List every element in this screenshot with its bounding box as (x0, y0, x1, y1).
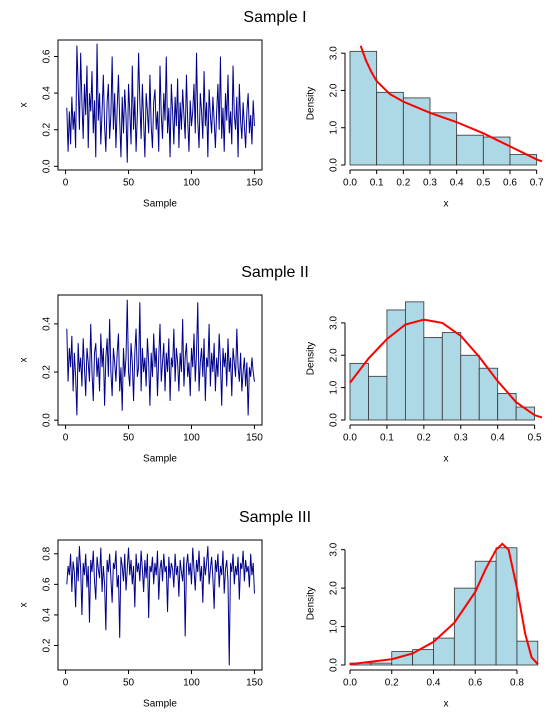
y-tick-label: 0.6 (42, 577, 53, 591)
y-tick-label: 2.0 (329, 348, 340, 362)
x-tick-label: 0.2 (396, 178, 410, 189)
x-tick-label: 0.7 (530, 178, 544, 189)
series-line (66, 43, 255, 163)
x-tick-label: 0.1 (370, 178, 384, 189)
x-tick-label: 100 (183, 178, 200, 189)
y-tick-label: 0.2 (42, 122, 53, 136)
y-tick-label: 0.0 (329, 658, 340, 672)
y-tick-label: 0.0 (329, 158, 340, 172)
x-tick-label: 0.3 (423, 178, 437, 189)
density-curve (359, 45, 543, 163)
x-tick-label: 100 (183, 433, 200, 444)
y-tick-label: 0.0 (42, 413, 53, 427)
bar (402, 97, 431, 166)
x-tick-label: 0.5 (528, 433, 542, 444)
plot-box (57, 39, 263, 171)
y-tick-label: 0.8 (42, 546, 53, 560)
chart-title: Sample I (243, 9, 306, 26)
x-tick-label: 150 (246, 433, 263, 444)
y-tick-label: 0.4 (42, 608, 53, 622)
y-tick-label: 1.0 (329, 619, 340, 633)
x-tick-label: 0 (63, 433, 69, 444)
y-tick-label: 3.0 (329, 46, 340, 60)
y-axis-label: Density (306, 587, 317, 620)
plot-box (57, 539, 263, 671)
chart-title: Sample II (241, 264, 309, 281)
x-axis-label: Sample (143, 699, 177, 710)
series-line (66, 299, 255, 416)
density-curve (349, 318, 543, 419)
x-tick-label: 0.6 (503, 178, 517, 189)
bar (495, 547, 518, 666)
x-tick-label: 0.0 (343, 678, 357, 689)
x-tick-label: 0.0 (343, 178, 357, 189)
y-tick-label: 0.0 (42, 159, 53, 173)
density-curve (349, 542, 539, 666)
bar (376, 91, 404, 166)
bar (349, 50, 378, 166)
bar (433, 637, 455, 666)
y-axis-label: x (19, 603, 30, 608)
x-tick-label: 0.0 (343, 433, 357, 444)
y-tick-label: 3.0 (329, 316, 340, 330)
x-tick-label: 0.6 (468, 678, 482, 689)
x-tick-label: 0.4 (491, 433, 505, 444)
bar (423, 337, 443, 421)
x-tick-label: 0.2 (385, 678, 399, 689)
x-tick-label: 50 (123, 678, 135, 689)
series-line (66, 546, 255, 666)
y-tick-label: 0.0 (329, 413, 340, 427)
y-tick-label: 2.0 (329, 581, 340, 595)
chart-title: Sample III (239, 509, 311, 526)
y-tick-label: 2.0 (329, 83, 340, 97)
y-tick-label: 0.2 (42, 638, 53, 652)
x-tick-label: 0 (63, 678, 69, 689)
bar (515, 406, 536, 421)
y-tick-label: 1.0 (329, 380, 340, 394)
x-axis-label: Sample (143, 199, 177, 210)
x-tick-label: 150 (246, 678, 263, 689)
bar (497, 393, 517, 421)
bar (460, 354, 480, 421)
x-tick-label: 0.5 (476, 178, 490, 189)
x-axis-label: Sample (143, 454, 177, 465)
x-axis-label: x (444, 454, 449, 465)
y-tick-label: 0.4 (42, 317, 53, 331)
bar (482, 136, 511, 166)
bar (474, 560, 497, 666)
y-axis-label: x (19, 103, 30, 108)
x-axis-label: x (444, 199, 449, 210)
bar (441, 332, 462, 421)
x-tick-label: 50 (123, 433, 135, 444)
y-tick-label: 0.6 (42, 49, 53, 63)
x-tick-label: 150 (246, 178, 263, 189)
x-tick-label: 0.8 (510, 678, 524, 689)
bar (456, 134, 484, 166)
plot-box (57, 294, 263, 426)
y-axis-label: Density (306, 87, 317, 120)
x-tick-label: 0.2 (417, 433, 431, 444)
bar (509, 154, 538, 166)
bar (453, 587, 476, 666)
x-tick-label: 50 (123, 178, 135, 189)
bar (368, 375, 388, 421)
y-tick-label: 0.2 (42, 365, 53, 379)
y-tick-label: 3.0 (329, 542, 340, 556)
y-tick-label: 1.0 (329, 120, 340, 134)
x-tick-label: 0.4 (450, 178, 464, 189)
bar (370, 662, 393, 666)
x-tick-label: 0.4 (427, 678, 441, 689)
y-axis-label: x (19, 358, 30, 363)
x-tick-label: 0 (63, 178, 69, 189)
x-axis-label: x (444, 699, 449, 710)
y-tick-label: 0.4 (42, 86, 53, 100)
x-tick-label: 0.3 (454, 433, 468, 444)
y-axis-label: Density (306, 342, 317, 375)
x-tick-label: 0.1 (380, 433, 394, 444)
x-tick-label: 100 (183, 678, 200, 689)
